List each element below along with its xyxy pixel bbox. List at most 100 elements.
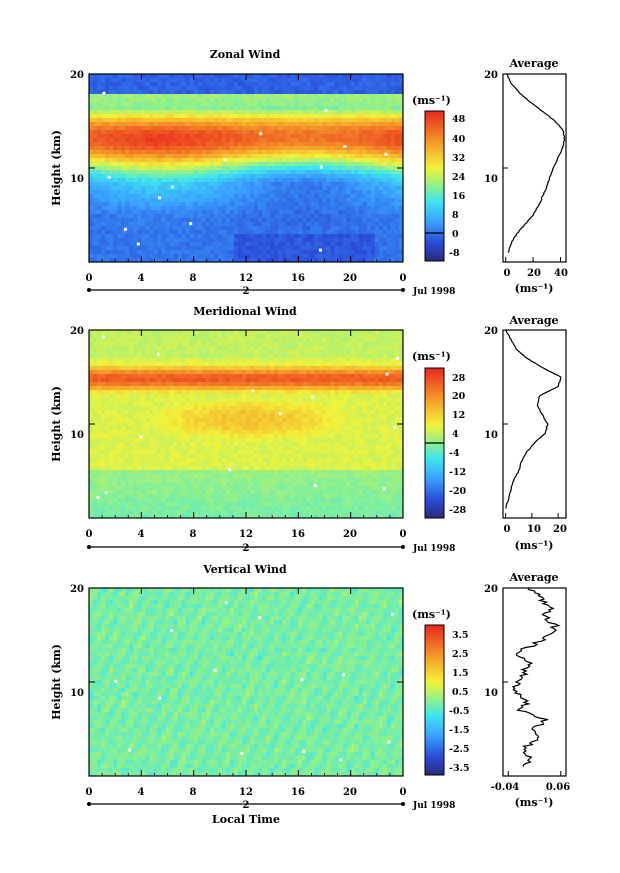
heatmap-cell: [282, 386, 287, 391]
x-tick-label: 16: [291, 273, 305, 284]
heatmap-cell: [217, 146, 223, 151]
heatmap-cell: [181, 334, 187, 339]
heatmap-cell: [318, 338, 323, 343]
heatmap-cell: [109, 114, 114, 119]
heatmap-cell: [149, 110, 154, 115]
heatmap-cell: [173, 242, 178, 247]
heatmap-cell: [197, 354, 203, 359]
heatmap-cell: [197, 242, 203, 247]
missing-data-cell: [318, 248, 322, 252]
heatmap-cell: [193, 386, 199, 391]
heatmap-cell: [101, 82, 106, 87]
heatmap-cell: [350, 258, 356, 263]
heatmap-cell: [193, 234, 199, 239]
heatmap-cell: [185, 366, 191, 371]
heatmap-cell: [338, 258, 344, 263]
heatmap-cell: [278, 370, 283, 375]
heatmap-cell: [121, 186, 126, 191]
heatmap-cell: [358, 254, 364, 259]
heatmap-cell: [101, 74, 106, 79]
heatmap-cell: [177, 102, 182, 107]
heatmap-cell: [145, 90, 150, 95]
heatmap-cell: [334, 114, 339, 119]
heatmap-cell: [217, 130, 223, 135]
heatmap-cell: [209, 334, 215, 339]
heatmap-cell: [390, 174, 396, 179]
heatmap-cell: [173, 390, 178, 395]
heatmap-cell: [394, 122, 400, 127]
heatmap-cell: [93, 170, 98, 175]
heatmap-cell: [137, 382, 142, 387]
heatmap-cell: [318, 74, 323, 79]
heatmap-cell: [290, 90, 295, 95]
heatmap-cell: [374, 374, 380, 379]
heatmap-cell: [386, 146, 392, 151]
heatmap-cell: [137, 374, 142, 379]
heatmap-cell: [141, 206, 146, 211]
heatmap-cell: [394, 234, 400, 239]
heatmap-cell: [342, 330, 348, 335]
heatmap-cell: [338, 338, 344, 343]
heatmap-cell: [173, 74, 178, 79]
heatmap-cell: [358, 90, 364, 95]
heatmap-cell: [354, 118, 360, 123]
heatmap-cell: [97, 126, 102, 131]
heatmap-cell: [290, 130, 295, 135]
heatmap-cell: [197, 250, 203, 255]
heatmap-cell: [201, 74, 207, 79]
heatmap-cell: [201, 254, 207, 259]
heatmap-cell: [205, 226, 211, 231]
heatmap-cell: [246, 366, 251, 371]
heatmap-cell: [161, 218, 166, 223]
heatmap-cell: [282, 382, 287, 387]
heatmap-cell: [101, 142, 106, 147]
heatmap-cell: [117, 86, 122, 91]
heatmap-cell: [342, 234, 348, 239]
heatmap-cell: [129, 234, 134, 239]
heatmap-cell: [165, 350, 170, 355]
heatmap-cell: [282, 158, 287, 163]
heatmap-cell: [302, 386, 307, 391]
heatmap-cell: [229, 154, 235, 159]
heatmap-cell: [121, 106, 126, 111]
heatmap-cell: [294, 142, 299, 147]
heatmap-cell: [181, 138, 187, 143]
heatmap-cell: [165, 334, 170, 339]
heatmap-cell: [97, 98, 102, 103]
heatmap-cell: [233, 114, 239, 119]
heatmap-cell: [250, 382, 255, 387]
heatmap-cell: [133, 134, 138, 139]
heatmap-cell: [225, 206, 231, 211]
heatmap-cell: [113, 374, 118, 379]
heatmap-cell: [310, 334, 315, 339]
heatmap-cell: [241, 174, 247, 179]
heatmap-cell: [314, 206, 319, 211]
heatmap-cell: [382, 378, 388, 383]
heatmap-cell: [205, 382, 211, 387]
heatmap-cell: [173, 386, 178, 391]
heatmap-cell: [322, 86, 327, 91]
heatmap-cell: [254, 222, 259, 227]
heatmap-cell: [254, 186, 259, 191]
heatmap-cell: [241, 374, 247, 379]
heatmap-cell: [310, 254, 315, 259]
heatmap-cell: [250, 162, 255, 167]
heatmap-cell: [189, 390, 195, 395]
heatmap-cell: [117, 102, 122, 107]
heatmap-cell: [330, 162, 335, 167]
heatmap-cell: [161, 246, 166, 251]
heatmap-cell: [390, 78, 396, 83]
x-tick-label: 0: [86, 273, 93, 284]
heatmap-cell: [225, 134, 231, 139]
heatmap-cell: [302, 226, 307, 231]
heatmap-cell: [326, 118, 331, 123]
heatmap-cell: [145, 106, 150, 111]
heatmap-cell: [117, 82, 122, 87]
heatmap-cell: [93, 90, 98, 95]
heatmap-cell: [241, 146, 247, 151]
heatmap-cell: [229, 186, 235, 191]
heatmap-cell: [89, 170, 94, 175]
heatmap-cell: [366, 186, 372, 191]
heatmap-cell: [113, 114, 118, 119]
heatmap-cell: [193, 98, 199, 103]
